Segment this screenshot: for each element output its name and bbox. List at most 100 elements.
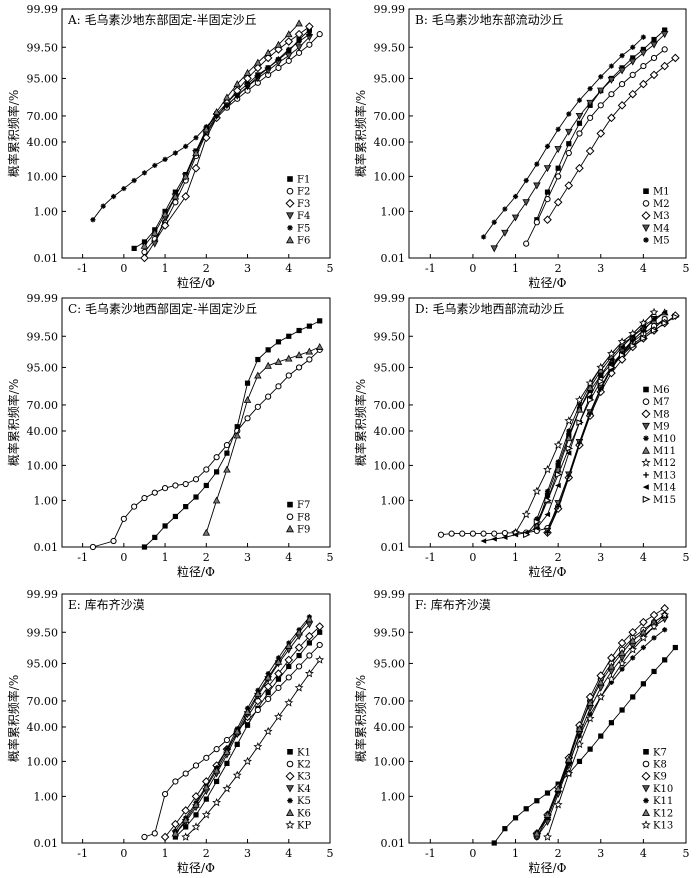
data-point-k12: [596, 678, 605, 686]
data-point-f5: [214, 113, 220, 119]
data-point-f5: [224, 102, 230, 108]
data-point-f6: [181, 172, 190, 180]
data-point-k9: [649, 610, 659, 620]
data-point-k3: [315, 622, 324, 631]
data-point-k1: [224, 760, 230, 766]
chart-panel-c: 0.01 1.00 10.00 40.00 70.00 95.00 99.50 99.99 -1…: [6, 292, 334, 579]
legend-marker-k10: [642, 785, 650, 793]
plot-frame: [61, 593, 331, 844]
data-point-k9: [617, 638, 627, 648]
x-tick-label: -1: [77, 551, 88, 564]
data-point-f5: [306, 31, 312, 37]
data-point-m15: [576, 419, 584, 426]
data-point-k11: [640, 644, 646, 651]
y-tick-label: 99.99: [374, 3, 406, 16]
data-point-k7: [651, 668, 657, 675]
y-tick-label: 99.99: [27, 292, 59, 305]
data-point-m2: [523, 240, 530, 247]
data-point-k7: [672, 644, 678, 651]
data-point-k1: [193, 812, 199, 818]
x-axis-title: 粒径/Φ: [177, 564, 215, 579]
data-point-k9: [628, 627, 638, 637]
data-point-m6: [544, 492, 551, 498]
data-point-m15: [608, 364, 616, 371]
x-tick-label: 1: [512, 847, 519, 860]
data-point-m2: [661, 46, 668, 53]
data-point-k1: [214, 778, 220, 785]
data-point-k6: [223, 747, 231, 755]
data-point-k7: [512, 815, 519, 821]
y-tick-label: 99.50: [27, 330, 59, 343]
data-point-m11: [586, 383, 594, 391]
legend-marker-m13: [643, 472, 649, 478]
data-point-m4: [543, 165, 552, 173]
legend-marker-f4: [286, 212, 294, 220]
data-point-m12: [564, 416, 574, 425]
data-point-kp: [191, 822, 201, 831]
data-point-m12: [575, 395, 584, 404]
data-point-k7: [576, 758, 583, 765]
data-point-m15: [650, 327, 659, 334]
y-tick-label: 0.01: [381, 837, 406, 850]
data-point-m7: [459, 530, 466, 537]
legend-label-m12: M12: [653, 458, 676, 469]
legend-label-m7: M7: [653, 397, 670, 408]
data-point-m6: [608, 361, 615, 367]
data-point-m15: [618, 351, 627, 359]
panel-title: F: 库布齐沙漠: [415, 597, 491, 612]
series-line-m9: [547, 318, 655, 532]
y-tick-label: 70.00: [27, 695, 59, 708]
data-point-m4: [650, 41, 658, 49]
legend-marker-f7: [287, 501, 293, 508]
data-point-f8: [213, 454, 220, 461]
legend-marker-m7: [642, 398, 650, 406]
data-point-k11: [566, 760, 572, 766]
data-point-f3: [140, 253, 149, 263]
data-point-k7: [544, 790, 551, 796]
series-f6: [140, 19, 303, 249]
data-point-k7: [587, 746, 593, 752]
y-tick-label: 95.00: [374, 361, 406, 374]
legend-marker-k8: [642, 760, 650, 768]
data-point-f3: [253, 63, 263, 73]
data-point-m4: [554, 146, 562, 154]
data-point-m14: [597, 372, 604, 379]
data-point-k3: [160, 832, 170, 842]
data-point-f8: [110, 537, 117, 545]
data-point-k2: [161, 790, 169, 798]
data-point-m7: [469, 530, 477, 537]
y-tick-label: 10.00: [374, 459, 406, 472]
legend-label-k4: K4: [297, 784, 311, 795]
data-point-m14: [629, 333, 636, 339]
data-point-k2: [192, 762, 200, 769]
data-point-k13: [649, 621, 659, 631]
data-point-k2: [316, 641, 323, 649]
series-line-f5: [92, 33, 310, 220]
legend-marker-f5: [287, 225, 293, 231]
legend-label-m5: M5: [653, 236, 670, 247]
data-point-f9: [315, 343, 324, 350]
legend-label-k10: K10: [653, 784, 673, 795]
legend-label-m9: M9: [653, 422, 670, 433]
data-point-f5: [193, 135, 199, 141]
y-axis-title: 概率累积频率/%: [6, 379, 21, 466]
data-point-m4: [596, 87, 605, 95]
data-point-m5: [608, 63, 615, 69]
legend-marker-k3: [285, 771, 295, 781]
data-point-m5: [640, 34, 646, 40]
data-point-m10: [555, 459, 561, 465]
legend-marker-m12: [641, 457, 651, 467]
y-tick-label: 10.00: [374, 755, 406, 768]
x-tick-label: 3: [244, 847, 251, 860]
data-point-m13: [630, 337, 636, 343]
y-tick-label: 10.00: [374, 170, 406, 183]
legend-marker-m4: [642, 224, 650, 232]
data-point-k12: [586, 698, 594, 706]
data-point-m2: [533, 219, 540, 226]
data-point-k2: [254, 706, 261, 714]
data-point-f5: [296, 38, 302, 45]
data-point-k13: [543, 832, 552, 841]
series-line-m11: [536, 311, 665, 527]
legend-label-k3: K3: [297, 772, 311, 783]
